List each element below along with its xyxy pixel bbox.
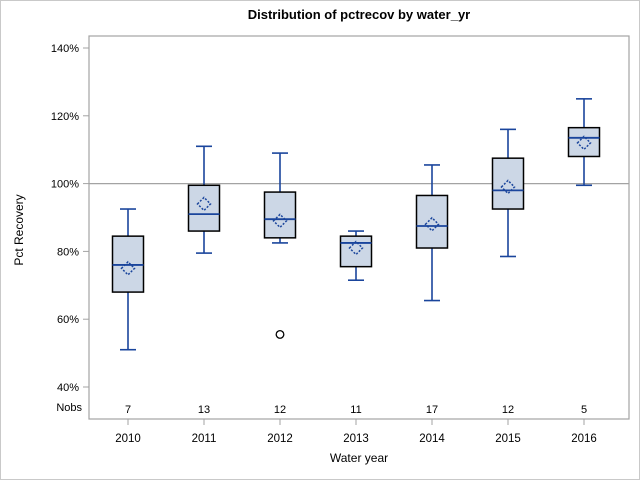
- box-2011: [187, 184, 221, 232]
- nobs-value-2011: 13: [198, 404, 210, 416]
- x-tick-label-2012: 2012: [267, 433, 293, 445]
- nobs-value-2015: 12: [502, 404, 514, 416]
- nobs-value-2016: 5: [581, 404, 587, 416]
- x-tick-label-2014: 2014: [419, 433, 445, 445]
- x-tick-label-2010: 2010: [115, 433, 141, 445]
- box-2014: [415, 194, 449, 249]
- nobs-value-2013: 11: [350, 404, 361, 416]
- box-2016: [567, 126, 601, 158]
- x-tick-label-2013: 2013: [343, 433, 369, 445]
- mean-diamond-2016: [576, 135, 592, 151]
- chart-title: Distribution of pctrecov by water_yr: [247, 7, 471, 22]
- x-tick-label-2016: 2016: [571, 433, 597, 445]
- y-tick-label: 40%: [57, 382, 79, 394]
- nobs-value-2014: 17: [426, 404, 438, 416]
- x-tick-label-2011: 2011: [192, 433, 217, 445]
- y-tick-label: 100%: [51, 179, 79, 191]
- nobs-value-2010: 7: [125, 404, 131, 416]
- x-axis-title: Water year: [329, 451, 389, 465]
- mean-diamond-2014: [424, 216, 440, 232]
- plot-frame: [88, 35, 630, 420]
- y-tick-label: 80%: [57, 246, 79, 258]
- y-tick-label: 140%: [51, 43, 79, 55]
- mean-diamond-2011: [196, 196, 212, 212]
- nobs-row-label: Nobs: [56, 402, 82, 414]
- y-tick-label: 60%: [57, 314, 79, 326]
- mean-diamond-2012: [272, 213, 288, 229]
- box-2015: [491, 157, 525, 210]
- x-tick-label-2015: 2015: [495, 433, 521, 445]
- mean-diamond-2010: [120, 260, 136, 276]
- mean-diamond-2013: [348, 240, 364, 256]
- nobs-value-2012: 12: [274, 404, 286, 416]
- mean-diamond-2015: [500, 179, 516, 195]
- y-tick-label: 120%: [51, 111, 79, 123]
- outlier-2012: [275, 330, 285, 339]
